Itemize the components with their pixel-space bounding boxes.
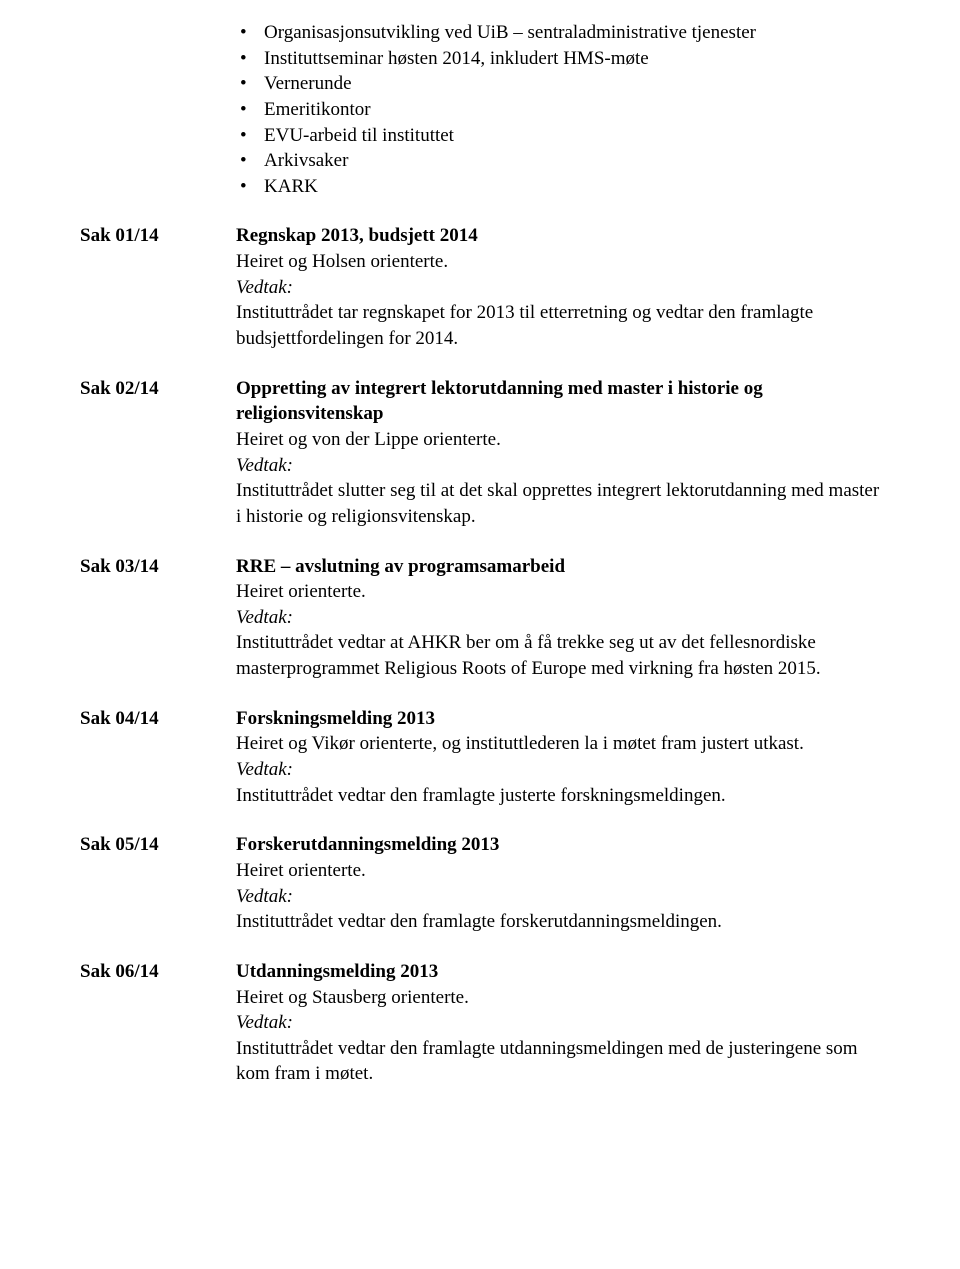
sak-title: RRE – avslutning av programsamarbeid: [236, 556, 565, 577]
sak-body: Utdanningsmelding 2013 Heiret og Stausbe…: [236, 959, 880, 1087]
sak-posttext: Instituttrådet vedtar at AHKR ber om å f…: [236, 632, 821, 679]
sak-title: Utdanningsmelding 2013: [236, 961, 438, 982]
sak-posttext: Instituttrådet slutter seg til at det sk…: [236, 480, 879, 527]
sak-pretext: Heiret og Stausberg orienterte.: [236, 987, 469, 1008]
list-item: Organisasjonsutvikling ved UiB – sentral…: [236, 20, 880, 46]
list-item: EVU-arbeid til instituttet: [236, 123, 880, 149]
sak-label: Sak 05/14: [80, 832, 236, 858]
vedtak-label: Vedtak:: [236, 455, 293, 476]
top-bullet-list: Organisasjonsutvikling ved UiB – sentral…: [236, 20, 880, 199]
sak-label: Sak 06/14: [80, 959, 236, 985]
sak-posttext: Instituttrådet vedtar den framlagte utda…: [236, 1038, 858, 1085]
vedtak-label: Vedtak:: [236, 759, 293, 780]
sak-row: Sak 06/14 Utdanningsmelding 2013 Heiret …: [80, 959, 880, 1087]
sak-title: Regnskap 2013, budsjett 2014: [236, 225, 478, 246]
document-page: Organisasjonsutvikling ved UiB – sentral…: [0, 0, 960, 1269]
sak-row: Sak 04/14 Forskningsmelding 2013 Heiret …: [80, 706, 880, 809]
vedtak-label: Vedtak:: [236, 886, 293, 907]
sak-pretext: Heiret og von der Lippe orienterte.: [236, 429, 501, 450]
sak-pretext: Heiret og Vikør orienterte, og institutt…: [236, 733, 804, 754]
vedtak-label: Vedtak:: [236, 1012, 293, 1033]
sak-label: Sak 03/14: [80, 554, 236, 580]
sak-pretext: Heiret orienterte.: [236, 581, 366, 602]
list-item: Arkivsaker: [236, 148, 880, 174]
sak-row: Sak 01/14 Regnskap 2013, budsjett 2014 H…: [80, 223, 880, 351]
sak-title: Oppretting av integrert lektorutdanning …: [236, 378, 763, 425]
sak-posttext: Instituttrådet vedtar den framlagte fors…: [236, 911, 722, 932]
sak-body: Oppretting av integrert lektorutdanning …: [236, 376, 880, 530]
sak-pretext: Heiret orienterte.: [236, 860, 366, 881]
sak-posttext: Instituttrådet tar regnskapet for 2013 t…: [236, 302, 813, 349]
sak-title: Forskningsmelding 2013: [236, 708, 435, 729]
list-item: Emeritikontor: [236, 97, 880, 123]
list-item: Instituttseminar høsten 2014, inkludert …: [236, 46, 880, 72]
list-item: KARK: [236, 174, 880, 200]
sak-label: Sak 01/14: [80, 223, 236, 249]
sak-row: Sak 03/14 RRE – avslutning av programsam…: [80, 554, 880, 682]
sak-body: RRE – avslutning av programsamarbeid Hei…: [236, 554, 880, 682]
sak-row: Sak 05/14 Forskerutdanningsmelding 2013 …: [80, 832, 880, 935]
sak-body: Regnskap 2013, budsjett 2014 Heiret og H…: [236, 223, 880, 351]
sak-body: Forskningsmelding 2013 Heiret og Vikør o…: [236, 706, 880, 809]
sak-body: Forskerutdanningsmelding 2013 Heiret ori…: [236, 832, 880, 935]
sak-row: Sak 02/14 Oppretting av integrert lektor…: [80, 376, 880, 530]
list-item: Vernerunde: [236, 71, 880, 97]
sak-pretext: Heiret og Holsen orienterte.: [236, 251, 448, 272]
sak-posttext: Instituttrådet vedtar den framlagte just…: [236, 785, 726, 806]
sak-title: Forskerutdanningsmelding 2013: [236, 834, 499, 855]
vedtak-label: Vedtak:: [236, 607, 293, 628]
sak-label: Sak 02/14: [80, 376, 236, 402]
sak-label: Sak 04/14: [80, 706, 236, 732]
vedtak-label: Vedtak:: [236, 277, 293, 298]
